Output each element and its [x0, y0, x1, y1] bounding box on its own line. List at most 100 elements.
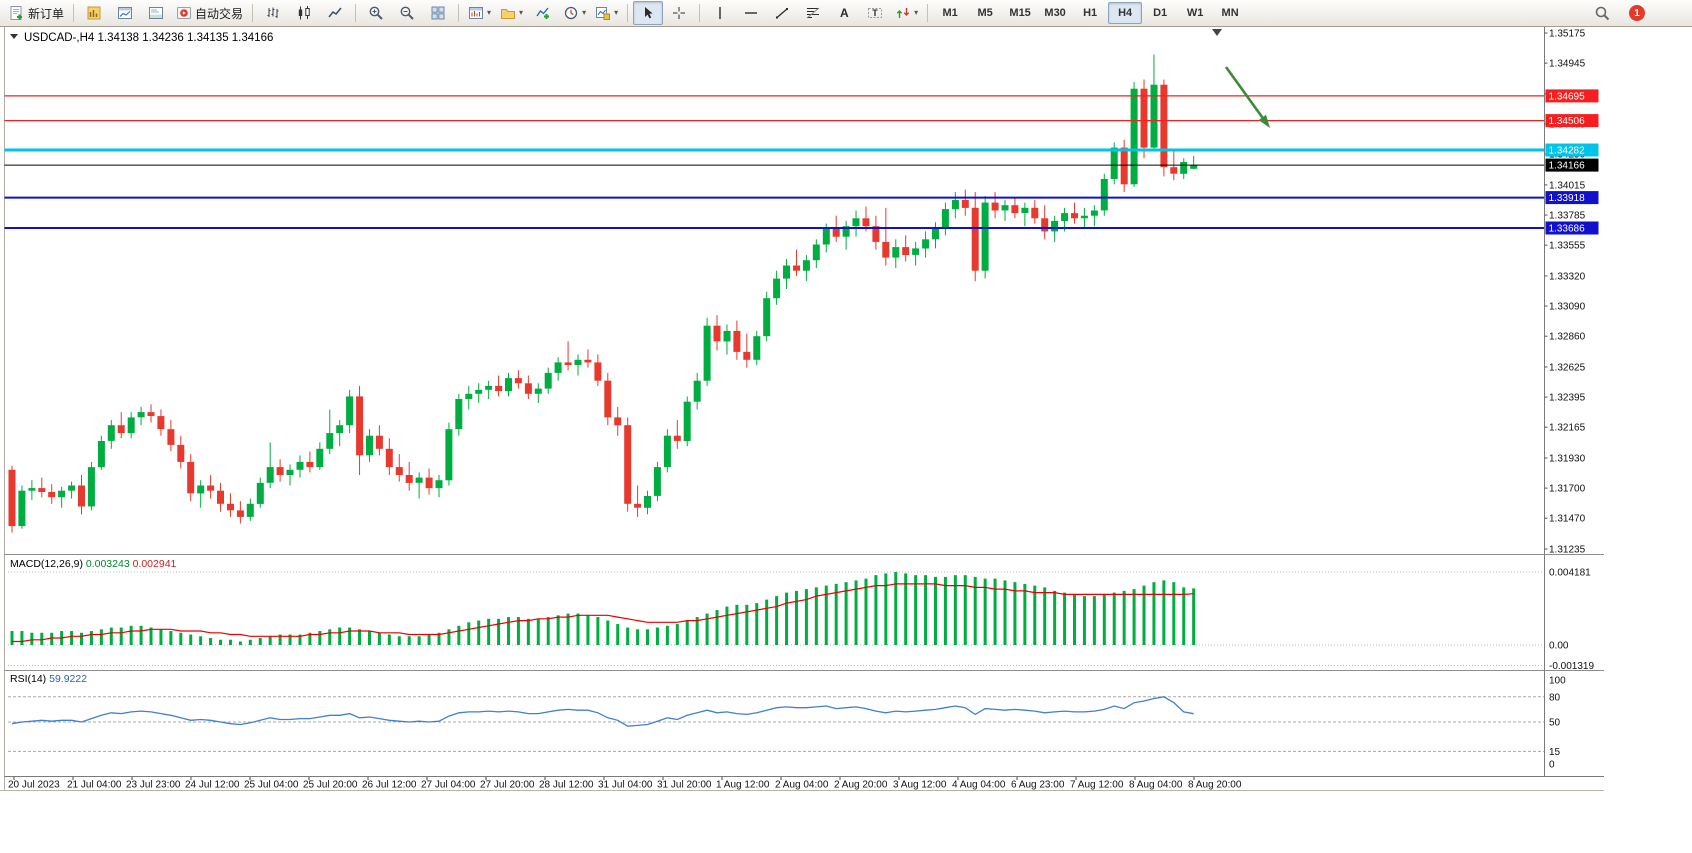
profiles-button[interactable]: ▾ [496, 1, 527, 25]
svg-text:1.32625: 1.32625 [1549, 362, 1586, 373]
trendline-button[interactable] [767, 1, 797, 25]
arrows-icon [896, 8, 910, 18]
fibonacci-button[interactable] [798, 1, 828, 25]
zoom-out-button[interactable] [392, 1, 422, 25]
panel-splitter-macd[interactable] [4, 553, 1604, 557]
data-window-icon [118, 7, 133, 19]
svg-text:100: 100 [1549, 676, 1566, 687]
svg-text:1.32860: 1.32860 [1549, 332, 1586, 343]
svg-text:4 Aug 04:00: 4 Aug 04:00 [952, 780, 1006, 791]
market-watch-icon [87, 6, 101, 20]
svg-text:2 Aug 20:00: 2 Aug 20:00 [834, 780, 888, 791]
terminal-icon [149, 7, 164, 19]
chart-shift-marker[interactable] [1212, 29, 1222, 36]
timeframe-button-m15[interactable]: M15 [1009, 7, 1031, 19]
crosshair-button[interactable] [664, 1, 694, 25]
data-window-button[interactable] [110, 1, 140, 25]
bar-chart-button[interactable] [258, 1, 288, 25]
templates-button[interactable]: ▾ [591, 1, 622, 25]
candlestick-chart-button[interactable] [289, 1, 319, 25]
toolbar-separator [355, 4, 357, 22]
text-button[interactable]: A [829, 1, 859, 25]
svg-text:1.34695: 1.34695 [1549, 91, 1586, 102]
toolbar-separator [458, 4, 460, 22]
chart-canvas[interactable]: 1.351751.349451.347101.344801.342501.340… [0, 27, 1692, 853]
svg-text:1.32165: 1.32165 [1549, 423, 1586, 434]
search-icon [1595, 6, 1610, 21]
timeframe-button-h4[interactable]: H4 [1108, 2, 1143, 24]
toolbar: 新订单 自动交易 [0, 0, 1692, 27]
svg-text:8 Aug 04:00: 8 Aug 04:00 [1129, 780, 1183, 791]
price-tag-1-33686: 1.33686 [1545, 221, 1599, 235]
timeframe-button-h1[interactable]: H1 [1083, 7, 1098, 19]
macd-histogram [10, 572, 1196, 645]
timeframe-button-d1[interactable]: D1 [1153, 7, 1168, 19]
symbol-timeframe: USDCAD-,H4 [24, 32, 95, 44]
svg-text:3 Aug 12:00: 3 Aug 12:00 [893, 780, 947, 791]
arrows-button[interactable]: ▾ [891, 1, 922, 25]
svg-text:1.34015: 1.34015 [1549, 180, 1586, 191]
svg-text:1.33090: 1.33090 [1549, 302, 1586, 313]
svg-text:31 Jul 04:00: 31 Jul 04:00 [598, 780, 653, 791]
svg-text:26 Jul 12:00: 26 Jul 12:00 [362, 780, 417, 791]
vertical-line-button[interactable] [705, 1, 735, 25]
new-order-icon [10, 6, 22, 20]
tile-windows-button[interactable] [423, 1, 453, 25]
svg-text:24 Jul 12:00: 24 Jul 12:00 [185, 780, 240, 791]
timeframe-button-m30[interactable]: M30 [1044, 7, 1066, 19]
time-axis[interactable]: 20 Jul 2023 21 Jul 04:00 23 Jul 23:00 24 Ju… [8, 777, 1242, 791]
fibonacci-icon [806, 7, 820, 19]
svg-text:27 Jul 20:00: 27 Jul 20:00 [480, 780, 535, 791]
toolbar-right-group: 1 [1587, 1, 1645, 25]
text-label-button[interactable]: T [860, 1, 890, 25]
svg-text:1.33320: 1.33320 [1549, 271, 1586, 282]
profiles-dropdown-arrow: ▾ [519, 8, 524, 17]
autotrading-button[interactable]: 自动交易 [172, 1, 247, 25]
autotrading-icon [177, 7, 192, 19]
svg-text:1 Aug 12:00: 1 Aug 12:00 [716, 780, 770, 791]
market-watch-button[interactable] [79, 1, 109, 25]
indicators-icon [536, 7, 550, 19]
price-axis[interactable]: 1.351751.349451.347101.344801.342501.340… [1544, 29, 1586, 556]
new-order-button[interactable]: 新订单 [5, 1, 68, 25]
timeframe-button-mn[interactable]: MN [1221, 7, 1239, 19]
zoom-in-button[interactable] [361, 1, 391, 25]
timeframe-button-w1[interactable]: W1 [1186, 7, 1204, 19]
panel-splitter-rsi[interactable] [4, 669, 1604, 673]
timeframe-button-m5[interactable]: M5 [977, 7, 993, 19]
svg-text:1.34945: 1.34945 [1549, 59, 1586, 70]
search-button[interactable] [1587, 1, 1617, 25]
svg-text:0: 0 [1549, 760, 1555, 771]
text-icon: A [840, 6, 849, 20]
svg-text:6 Aug 23:00: 6 Aug 23:00 [1011, 780, 1065, 791]
macd-signal-line [12, 583, 1194, 643]
periods-dropdown-arrow: ▾ [582, 8, 587, 17]
chart-title: USDCAD-,H4 1.34138 1.34236 1.34135 1.341… [10, 32, 273, 44]
periods-button[interactable]: ▾ [559, 1, 590, 25]
svg-text:21 Jul 04:00: 21 Jul 04:00 [67, 780, 122, 791]
svg-text:1.31700: 1.31700 [1549, 484, 1586, 495]
terminal-button[interactable] [141, 1, 171, 25]
zoom-out-icon [400, 6, 414, 20]
chart-window[interactable]: 1.351751.349451.347101.344801.342501.340… [0, 27, 1692, 853]
horizontal-line-button[interactable] [736, 1, 766, 25]
indicators-button[interactable] [528, 1, 558, 25]
svg-text:-0.001319: -0.001319 [1549, 661, 1594, 672]
timeframe-button-m1[interactable]: M1 [942, 7, 958, 19]
svg-text:1.33918: 1.33918 [1549, 193, 1586, 204]
cursor-button[interactable] [633, 1, 664, 25]
new-chart-button[interactable]: ▾ [464, 1, 495, 25]
macd-panel: 0.004181 0.00 -0.001319 MACD(12,26,9) 0.003… [8, 558, 1594, 672]
svg-text:T: T [872, 8, 878, 18]
notification-badge[interactable]: 1 [1629, 5, 1645, 21]
svg-text:0.004181: 0.004181 [1549, 568, 1591, 579]
line-chart-button[interactable] [320, 1, 350, 25]
trend-arrow-object[interactable] [1224, 66, 1270, 128]
horizontal-line-icon [745, 12, 758, 14]
profiles-icon [501, 9, 516, 19]
templates-icon [596, 7, 611, 20]
price-tag-1-33918: 1.33918 [1545, 191, 1599, 205]
candlestick-series [8, 54, 1198, 533]
svg-text:7 Aug 12:00: 7 Aug 12:00 [1070, 780, 1124, 791]
